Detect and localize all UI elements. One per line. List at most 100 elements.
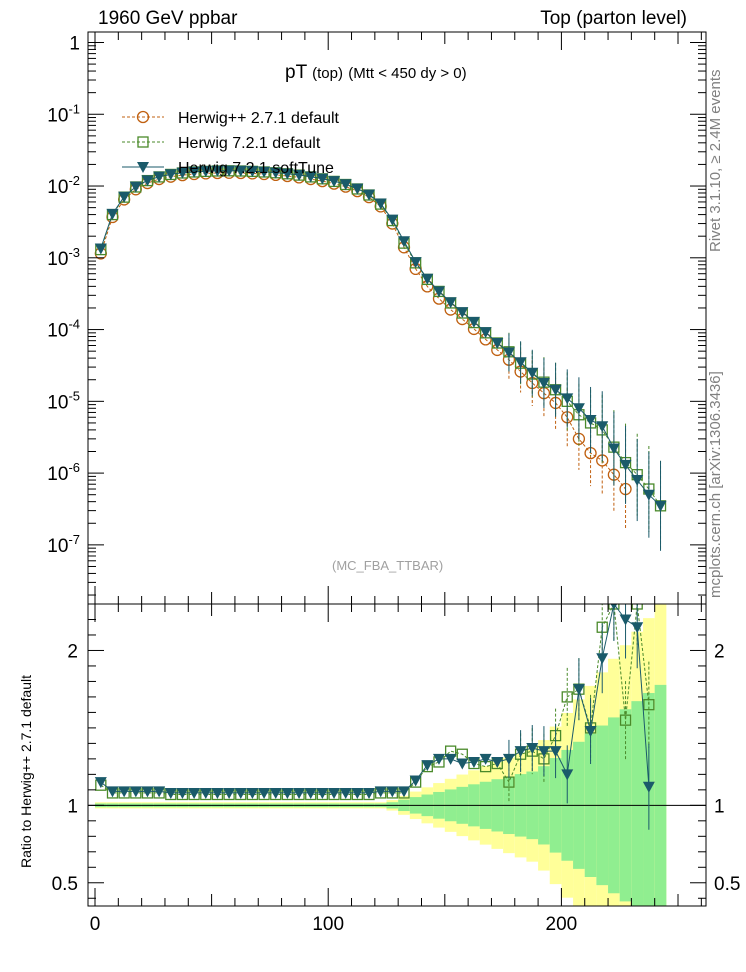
band-green (631, 701, 644, 906)
ratio-point (94, 777, 107, 789)
ratio-point (386, 786, 399, 798)
main-point (584, 414, 597, 426)
main-series-line-0 (100, 172, 626, 490)
ratio-point (491, 756, 504, 768)
ratio-point (118, 786, 131, 798)
main-point (269, 167, 282, 179)
y-tick-label: 10-7 (47, 532, 80, 557)
ratio-point (106, 786, 119, 798)
main-point (456, 307, 469, 319)
plot-title-cut: (Mtt < 450 dy > 0) (348, 65, 467, 82)
ratio-point (328, 787, 341, 799)
main-point (572, 403, 585, 415)
main-point (537, 378, 550, 390)
y-tick-label: 10-3 (47, 245, 80, 270)
ratio-point (467, 756, 480, 768)
ratio-point (444, 753, 457, 765)
legend: Herwig++ 2.7.1 default Herwig 7.2.1 defau… (122, 110, 340, 177)
ratio-point (643, 699, 655, 711)
header-right: Top (parton level) (540, 8, 687, 29)
ratio-point (537, 746, 550, 758)
main-point (561, 393, 574, 405)
ratio-point (619, 614, 632, 626)
ratio-point (642, 781, 655, 793)
ratio-y-tick-label: 1 (67, 796, 78, 817)
ratio-y-tick-label: 0.5 (52, 874, 78, 895)
x-ticks: 0 100 200 (90, 32, 702, 935)
plot-title: pT (top) (Mtt < 450 dy > 0) (285, 62, 467, 84)
ratio-point (397, 786, 410, 798)
ratio-y-tick-label: 2 (67, 641, 78, 662)
main-point (339, 179, 352, 191)
ratio-point (572, 684, 585, 696)
main-point (351, 183, 364, 195)
ratio-point (584, 725, 597, 737)
ratio-point (293, 787, 306, 799)
main-point (281, 168, 294, 180)
main-point (188, 166, 201, 178)
ratio-point (631, 622, 644, 634)
main-point (607, 443, 620, 455)
main-point (246, 166, 259, 178)
ratio-point (141, 786, 154, 798)
ratio-point (211, 787, 224, 799)
legend-marker (137, 136, 149, 148)
ratio-point (374, 786, 387, 798)
ratio-point (176, 787, 189, 799)
ratio-point (258, 787, 271, 799)
legend-marker (137, 162, 149, 173)
legend-label: Herwig 7.2.1 default (178, 135, 321, 152)
main-point (176, 167, 189, 179)
main-point (316, 173, 329, 185)
main-point (258, 166, 271, 178)
ratio-point (164, 787, 177, 799)
main-point (654, 500, 667, 512)
ratio-y-tick-label-right: 2 (714, 641, 725, 662)
main-point (374, 198, 387, 210)
main-point (549, 384, 562, 396)
main-series-line-1 (100, 170, 661, 507)
ratio-point (479, 753, 492, 765)
legend-label: Herwig++ 2.7.1 default (178, 110, 340, 127)
ratio-point (199, 787, 212, 799)
main-point (444, 297, 457, 309)
main-point (293, 169, 306, 181)
main-point (596, 421, 609, 433)
ratio-bands (94, 604, 667, 906)
main-point (432, 286, 445, 298)
main-point (491, 337, 504, 349)
main-point (118, 191, 131, 203)
main-point (304, 171, 317, 183)
band-green (654, 684, 667, 906)
main-point (631, 475, 644, 487)
main-point (153, 171, 166, 183)
ratio-point (153, 786, 166, 798)
main-point (223, 165, 236, 177)
ratio-point (456, 758, 469, 770)
main-point (619, 459, 632, 471)
x-tick-label: 200 (546, 914, 578, 935)
analysis-watermark: (MC_FBA_TTBAR) (332, 558, 444, 573)
main-point (421, 273, 434, 285)
main-point (199, 166, 212, 178)
ratio-point (561, 691, 573, 703)
ratio-point (610, 604, 618, 610)
main-point (642, 489, 655, 501)
main-point (467, 316, 480, 328)
ratio-point (561, 769, 574, 781)
ratio-series-line-0 (100, 604, 650, 795)
main-point (502, 347, 515, 359)
y-tick-label: 10-5 (47, 388, 80, 413)
ratio-point (188, 787, 201, 799)
main-point (164, 169, 177, 181)
plot-title-sub: (top) (312, 65, 343, 82)
main-point (234, 165, 247, 177)
plot-title-main: pT (285, 62, 307, 83)
ratio-point (619, 714, 632, 726)
legend-marker (136, 110, 150, 124)
ratio-point (223, 787, 236, 799)
ratio-point (502, 753, 515, 765)
main-point (514, 357, 527, 369)
ratio-point (549, 746, 562, 758)
ratio-series-group (94, 604, 655, 830)
